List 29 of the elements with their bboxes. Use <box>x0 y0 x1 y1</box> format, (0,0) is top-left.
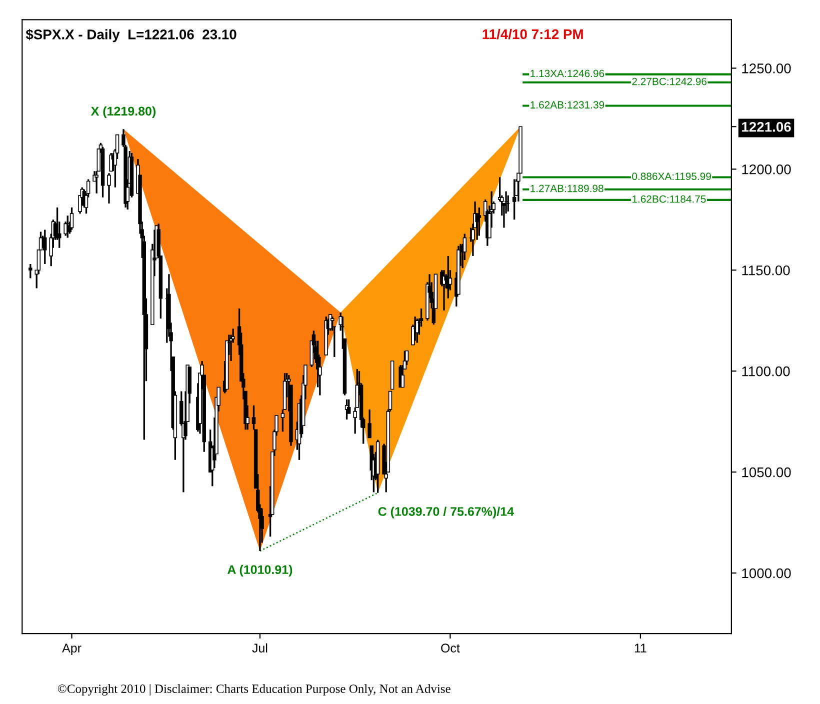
ref-line-label: 1.13XA:1246.96 <box>530 70 604 78</box>
x-tick-label: Jul <box>252 643 268 653</box>
x-tick-label: 11 <box>634 644 646 652</box>
candlestick <box>477 206 482 237</box>
x-tick-label: Apr <box>62 644 82 655</box>
x-tick-label: Oct <box>441 644 460 653</box>
y-tick-label: 1200.00 <box>742 164 791 174</box>
candlestick <box>400 364 405 388</box>
ref-line-label: 0.886XA:1195.99 <box>632 172 711 180</box>
candlestick <box>404 350 409 366</box>
y-tick-label: 1000.00 <box>742 568 791 578</box>
text: ©Copyright 2010 | Disclaimer: Charts Education Purpose Only, Not an Advise <box>58 684 450 696</box>
annotation: C (1039.70 / 75.67%)/14 <box>378 506 514 518</box>
annotation: A (1010.91) <box>227 564 292 577</box>
y-tick-label: 1250.00 <box>742 64 791 74</box>
annotation: X (1219.80) <box>90 106 156 118</box>
text: 11/4/10 7:12 PM <box>482 28 583 40</box>
candlestick <box>43 228 47 265</box>
y-tick-label: 1150.00 <box>742 265 790 276</box>
y-tick-label: 1221.06 <box>742 122 791 132</box>
ref-line-label: 1.62BC:1184.75 <box>632 195 706 203</box>
candlestick <box>368 408 372 439</box>
ref-line-label: 2.27BC:1242.96 <box>632 78 707 86</box>
ref-line-label: 1.27AB:1189.98 <box>530 184 604 192</box>
text: $SPX.X - Daily L=1221.06 23.10 <box>26 28 236 42</box>
y-tick-label: 1100.00 <box>742 366 790 376</box>
y-tick-label: 1050.00 <box>742 467 791 478</box>
ref-line-label: 1.62AB:1231.39 <box>530 101 604 109</box>
candlestick <box>28 263 32 280</box>
